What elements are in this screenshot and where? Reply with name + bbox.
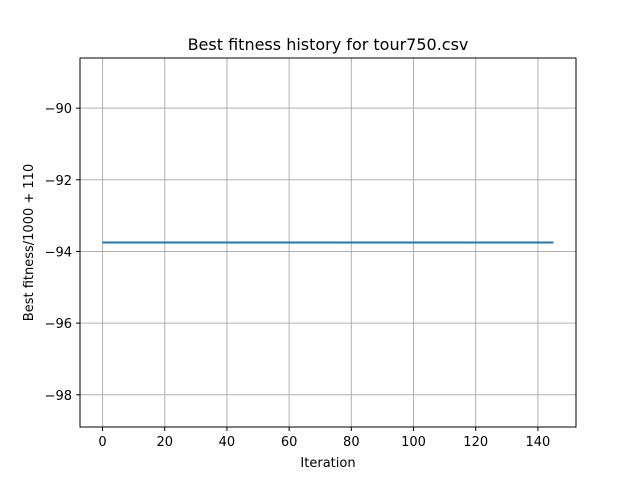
y-tick-label: −92: [45, 174, 72, 189]
x-tick-label: 140: [525, 435, 550, 450]
x-tick-label: 40: [219, 435, 236, 450]
x-axis-label: Iteration: [300, 456, 355, 471]
x-tick-label: 100: [401, 435, 426, 450]
tick-marks: 0 20 40 60 80 100 120 140 −98 −96 −94 −92 −90: [45, 102, 551, 450]
y-tick-label: −90: [45, 102, 72, 117]
y-tick-label: −96: [45, 317, 72, 332]
axes-frame: [79, 57, 577, 428]
chart-title: Best fitness history for tour750.csv: [188, 35, 469, 54]
x-tick-label: 20: [156, 435, 173, 450]
y-tick-label: −98: [45, 389, 72, 404]
x-tick-label: 60: [281, 435, 298, 450]
x-tick-label: 0: [98, 435, 106, 450]
x-tick-label: 120: [463, 435, 488, 450]
x-tick-label: 80: [343, 435, 360, 450]
y-axis-label: Best fitness/1000 + 110: [22, 164, 37, 321]
y-tick-label: −94: [45, 245, 72, 260]
